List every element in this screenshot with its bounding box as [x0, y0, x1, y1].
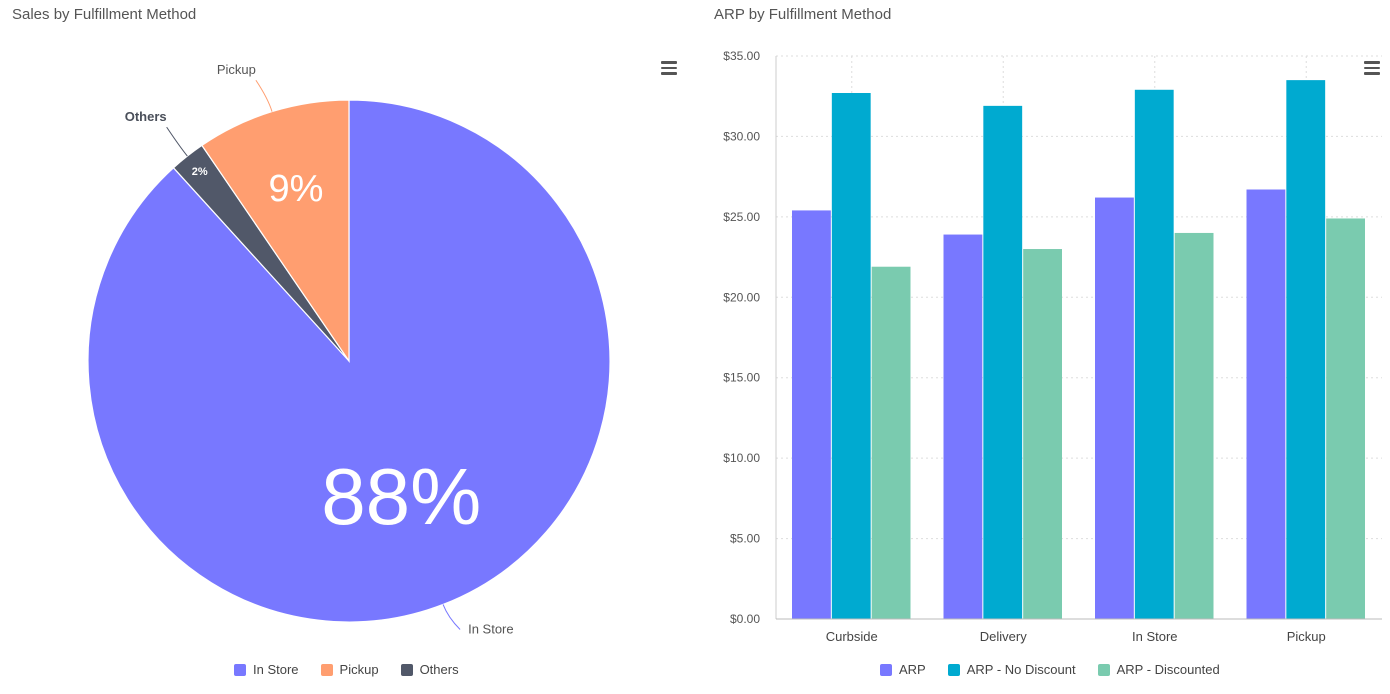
bar-delivery-arp-discounted[interactable] [1023, 249, 1062, 619]
pie-legend-item-pickup[interactable]: Pickup [320, 662, 379, 677]
bar-curbside-arp-discounted[interactable] [871, 266, 911, 619]
pie-data-label-in-store: 88% [321, 452, 481, 541]
x-tick-label: Delivery [980, 629, 1027, 644]
pie-legend-item-in-store[interactable]: In Store [234, 662, 299, 677]
y-tick-label: $20.00 [723, 290, 760, 304]
bar-chart-title: ARP by Fulfillment Method [714, 6, 892, 23]
bar-delivery-arp[interactable] [943, 234, 983, 619]
pie-connector-in-store [442, 604, 461, 630]
bar-chart-svg: $0.00 $5.00 $10.00 $15.00 $20.00 $25.00 $30.00… [723, 49, 1382, 644]
bar-pickup-arp-no-discount[interactable] [1286, 80, 1326, 620]
y-tick-label: $10.00 [723, 451, 760, 465]
legend-label: ARP - No Discount [966, 662, 1076, 677]
bar-legend-item-arp-discounted[interactable]: ARP - Discounted [1097, 662, 1220, 677]
bar-chart-hamburger-menu-icon[interactable] [1364, 61, 1380, 75]
pie-legend-item-others[interactable]: Others [400, 662, 459, 677]
pie-chart-panel: Sales by Fulfillment Method 88% 2% 9% In St… [0, 0, 690, 694]
pie-data-label-others: 2% [192, 166, 208, 178]
legend-swatch [1097, 663, 1110, 676]
y-tick-label: $0.00 [730, 612, 760, 626]
pie-slice-pickup[interactable] [201, 99, 350, 363]
pie-chart-hamburger-menu-icon[interactable] [661, 61, 677, 75]
bar-in-store-arp[interactable] [1095, 197, 1134, 619]
legend-swatch [234, 663, 246, 676]
legend-swatch [400, 663, 413, 676]
bar-legend-item-arp-no-discount[interactable]: ARP - No Discount [947, 662, 1076, 677]
pie-chart-title: Sales by Fulfillment Method [12, 6, 197, 23]
bar-pickup-arp-discounted[interactable] [1326, 218, 1365, 620]
x-tick-label: Curbside [826, 629, 878, 644]
bar-pickup-arp[interactable] [1246, 189, 1286, 620]
x-tick-label: In Store [1132, 629, 1178, 644]
legend-label: Others [419, 662, 459, 677]
legend-label: ARP - Discounted [1116, 662, 1220, 677]
y-tick-label: $35.00 [723, 49, 760, 63]
y-tick-label: $30.00 [723, 129, 760, 143]
legend-swatch [320, 663, 333, 676]
bar-legend-item-arp[interactable]: ARP [880, 662, 926, 677]
x-tick-label: Pickup [1287, 629, 1326, 644]
pie-name-label-pickup: Pickup [217, 62, 256, 77]
pie-data-label-pickup: 9% [268, 168, 323, 210]
legend-label: ARP [899, 662, 926, 677]
bar-curbside-arp-no-discount[interactable] [831, 92, 871, 620]
y-tick-label: $25.00 [723, 210, 760, 224]
pie-chart-svg: 88% 2% 9% In Store Others Pickup [87, 62, 611, 637]
pie-chart-legend: In Store Pickup Others [234, 662, 459, 677]
legend-swatch [880, 663, 892, 676]
y-tick-label: $5.00 [730, 532, 760, 546]
bar-chart-panel: ARP by Fulfillment Method $0.00 $5.00 $10.… [700, 0, 1390, 694]
legend-swatch [947, 663, 960, 676]
bar-in-store-arp-discounted[interactable] [1174, 232, 1214, 619]
y-tick-label: $15.00 [723, 371, 760, 385]
pie-name-label-others: Others [125, 109, 167, 124]
pie-connector-pickup [255, 79, 273, 112]
bar-delivery-arp-no-discount[interactable] [983, 105, 1023, 619]
bar-chart-legend: ARP ARP - No Discount ARP - Discounted [880, 662, 1220, 677]
legend-label: Pickup [339, 662, 379, 677]
bar-curbside-arp[interactable] [792, 210, 831, 619]
pie-name-label-in-store: In Store [468, 622, 514, 637]
pie-connector-others [166, 126, 188, 157]
bar-in-store-arp-no-discount[interactable] [1134, 89, 1174, 619]
legend-label: In Store [253, 662, 299, 677]
